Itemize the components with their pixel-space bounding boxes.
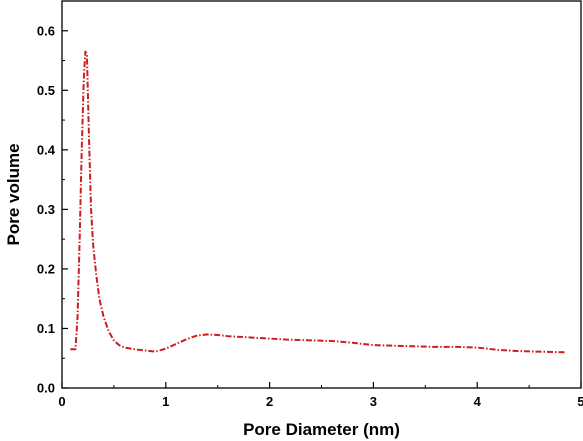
y-axis-title: Pore volume bbox=[4, 143, 23, 245]
ticks-layer: 0 1 2 3 4 5 0.0 0.1 0.2 0.3 0.4 0.5 0.6 bbox=[37, 0, 583, 409]
x-axis-title: Pore Diameter (nm) bbox=[243, 420, 400, 439]
x-tick-label: 5 bbox=[577, 394, 583, 409]
y-tick-label: 0.6 bbox=[37, 23, 55, 38]
x-tick-label: 3 bbox=[370, 394, 377, 409]
y-tick-label: 0.1 bbox=[37, 321, 55, 336]
y-tick-label: 0.2 bbox=[37, 261, 55, 276]
x-tick-label: 4 bbox=[474, 394, 482, 409]
y-tick-label: 0.0 bbox=[37, 381, 55, 396]
y-tick-label: 0.4 bbox=[37, 142, 56, 157]
y-tick-label: 0.3 bbox=[37, 202, 55, 217]
x-tick-label: 0 bbox=[58, 394, 65, 409]
series-line-0 bbox=[70, 50, 566, 354]
x-tick-label: 1 bbox=[162, 394, 169, 409]
x-tick-label: 2 bbox=[266, 394, 273, 409]
series-layer bbox=[70, 50, 566, 354]
plot-frame bbox=[61, 0, 582, 389]
y-tick-label: 0.5 bbox=[37, 83, 55, 98]
